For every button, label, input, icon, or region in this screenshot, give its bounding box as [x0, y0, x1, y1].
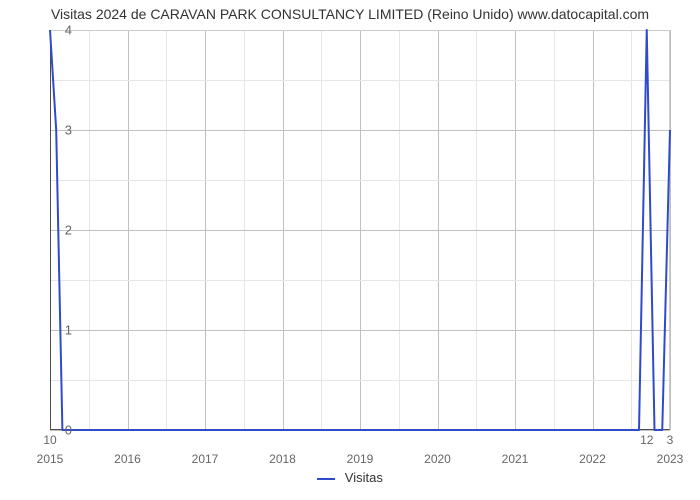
point-label: 10 — [43, 433, 56, 447]
legend-label: Visitas — [345, 470, 383, 485]
chart-container: Visitas 2024 de CARAVAN PARK CONSULTANCY… — [0, 0, 700, 500]
point-label: 3 — [667, 433, 674, 447]
series-polyline — [50, 30, 670, 430]
series-line — [50, 30, 670, 430]
x-tick-label: 2015 — [37, 452, 64, 466]
x-tick-label: 2018 — [269, 452, 296, 466]
x-tick-label: 2017 — [192, 452, 219, 466]
chart-title: Visitas 2024 de CARAVAN PARK CONSULTANCY… — [0, 6, 700, 22]
legend: Visitas — [0, 470, 700, 485]
y-tick-label: 2 — [32, 223, 72, 238]
x-tick-label: 2021 — [502, 452, 529, 466]
legend-swatch — [317, 478, 335, 480]
plot-area — [50, 30, 670, 430]
x-tick-label: 2023 — [657, 452, 684, 466]
x-tick-label: 2022 — [579, 452, 606, 466]
y-tick-label: 3 — [32, 123, 72, 138]
x-tick-label: 2019 — [347, 452, 374, 466]
point-label: 12 — [640, 433, 653, 447]
grid-v-major — [670, 30, 671, 430]
y-tick-label: 4 — [32, 23, 72, 38]
x-tick-label: 2020 — [424, 452, 451, 466]
x-tick-label: 2016 — [114, 452, 141, 466]
y-tick-label: 1 — [32, 323, 72, 338]
